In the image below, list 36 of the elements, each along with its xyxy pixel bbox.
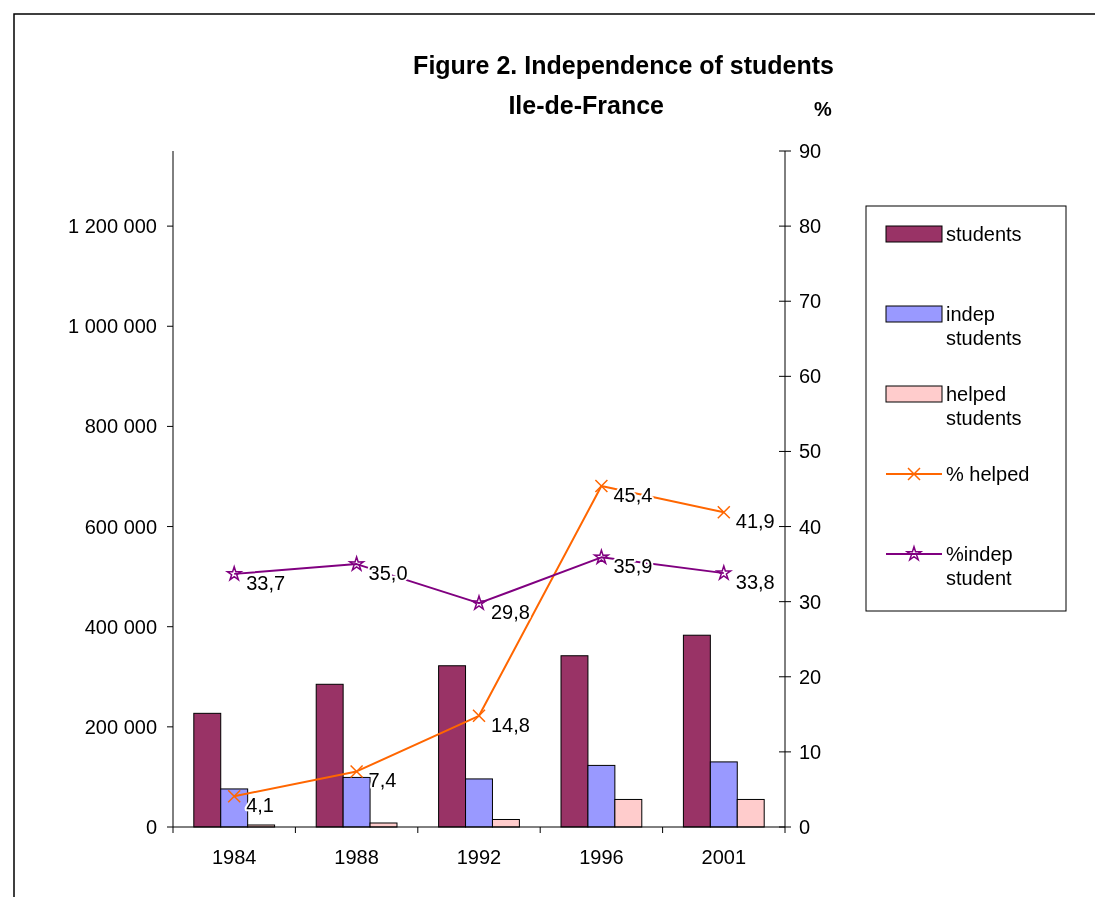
y-tick-label: 0 bbox=[145, 816, 157, 838]
y2-tick-label: 30 bbox=[799, 590, 822, 613]
y2-tick-label: 80 bbox=[799, 215, 822, 238]
y2-axis-title: % bbox=[814, 98, 833, 120]
data-label: 14,8 bbox=[491, 713, 530, 736]
legend-label: indep students bbox=[946, 303, 1022, 349]
chart-subtitle: Ile-de-France bbox=[508, 91, 665, 119]
y-tick-label: 200 000 bbox=[84, 715, 157, 738]
chart-title: Figure 2. Independence of students bbox=[413, 51, 834, 79]
x-tick-label: 1992 bbox=[456, 846, 502, 868]
y2-tick-label: 10 bbox=[799, 740, 822, 763]
y-tick-label: 600 000 bbox=[84, 515, 157, 538]
y2-tick-label: 60 bbox=[799, 365, 822, 388]
x-tick-label: 2001 bbox=[701, 846, 747, 868]
x-tick-label: 1984 bbox=[211, 846, 257, 868]
y-tick-label: 800 000 bbox=[84, 415, 157, 438]
legend-label: students bbox=[946, 223, 1022, 245]
legend-label: helped students bbox=[946, 383, 1022, 429]
y-tick-label: 400 000 bbox=[84, 615, 157, 638]
legend-label: % helped bbox=[946, 463, 1030, 485]
data-label: 35,9 bbox=[613, 555, 653, 578]
y2-tick-label: 70 bbox=[799, 290, 822, 313]
x-tick-label: 1988 bbox=[334, 846, 379, 868]
y-tick-label: 1 200 000 bbox=[68, 215, 157, 238]
y2-tick-label: 40 bbox=[799, 515, 822, 538]
x-tick-label: 1996 bbox=[579, 846, 624, 868]
y-tick-label: 1 000 000 bbox=[68, 315, 157, 338]
data-label: 33,7 bbox=[246, 571, 286, 594]
y2-tick-label: 20 bbox=[799, 665, 822, 688]
y2-tick-label: 0 bbox=[799, 816, 811, 838]
y2-tick-label: 90 bbox=[799, 140, 822, 162]
data-label: 41,9 bbox=[735, 510, 775, 533]
data-label: 33,8 bbox=[735, 571, 775, 594]
legend-label: %indep student bbox=[946, 543, 1013, 589]
data-label: 29,8 bbox=[491, 601, 530, 624]
y2-tick-label: 50 bbox=[799, 440, 822, 463]
